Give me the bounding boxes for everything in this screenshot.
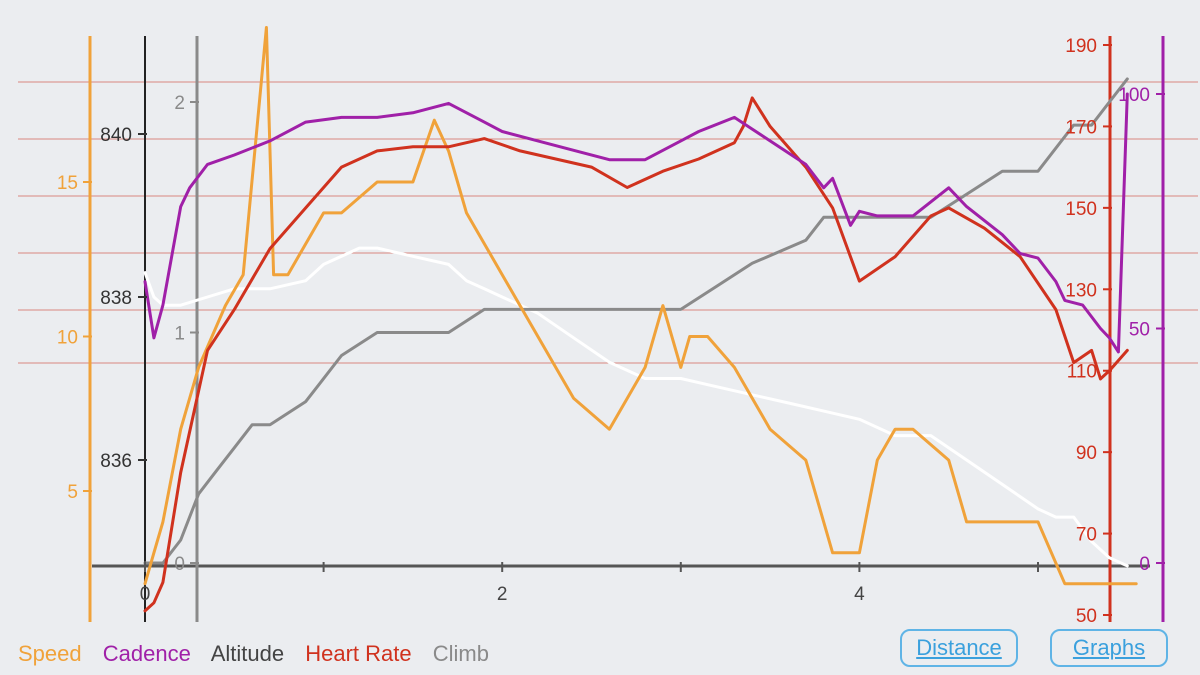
tick-labels: 0 2 4 5 10 15 836 838 840 0 1 2 50 70 90 110 130 150 170 19… xyxy=(57,36,1165,627)
legend-heart-rate[interactable]: Heart Rate xyxy=(305,641,412,666)
heart_rate-tick-label: 110 xyxy=(1067,362,1097,383)
cadence-line xyxy=(143,92,1129,354)
heart_rate-tick-label: 90 xyxy=(1076,443,1097,464)
heart_rate-tick-label: 170 xyxy=(1065,117,1097,138)
heart_rate-tick-label: 150 xyxy=(1065,199,1097,220)
x-tick-label: 4 xyxy=(854,584,865,605)
legend-speed[interactable]: Speed xyxy=(18,641,82,666)
climb-line xyxy=(143,77,1129,565)
x-tick-label: 0 xyxy=(140,584,151,605)
series-lines xyxy=(143,26,1138,613)
chart-canvas: 0 2 4 5 10 15 836 838 840 0 1 2 50 70 90 110 130 150 170 19… xyxy=(18,26,1198,627)
altitude-tick-label: 838 xyxy=(100,288,132,309)
legend-altitude[interactable]: Altitude xyxy=(210,641,285,666)
cadence-tick-label: 50 xyxy=(1129,320,1150,341)
speed-line xyxy=(143,26,1138,586)
heart_rate-tick-label: 70 xyxy=(1076,525,1097,546)
heart-rate-line xyxy=(143,96,1129,613)
heart_rate-tick-label: 50 xyxy=(1076,606,1097,627)
heart_rate-tick-label: 130 xyxy=(1065,280,1097,301)
cadence-tick-label: 100 xyxy=(1118,85,1150,106)
x-tick-label: 2 xyxy=(497,584,508,605)
cadence-tick-label: 0 xyxy=(1139,554,1150,575)
heart_rate-tick-label: 190 xyxy=(1065,36,1097,57)
distance-button[interactable]: Distance xyxy=(900,629,1018,667)
legend: Speed Cadence Altitude Heart Rate Climb xyxy=(18,641,504,667)
climb-tick-label: 0 xyxy=(174,554,185,575)
legend-climb[interactable]: Climb xyxy=(432,641,489,666)
legend-cadence[interactable]: Cadence xyxy=(102,641,191,666)
altitude-tick-label: 836 xyxy=(100,451,132,472)
altitude-tick-label: 840 xyxy=(100,125,132,146)
axes xyxy=(88,36,1165,622)
speed-tick-label: 15 xyxy=(57,173,78,194)
graphs-button[interactable]: Graphs xyxy=(1050,629,1168,667)
speed-tick-label: 5 xyxy=(67,482,78,503)
climb-tick-label: 1 xyxy=(174,324,185,345)
gridlines xyxy=(18,81,1198,364)
speed-tick-label: 10 xyxy=(57,328,78,349)
altitude-line xyxy=(143,246,1129,568)
climb-tick-label: 2 xyxy=(174,93,185,114)
